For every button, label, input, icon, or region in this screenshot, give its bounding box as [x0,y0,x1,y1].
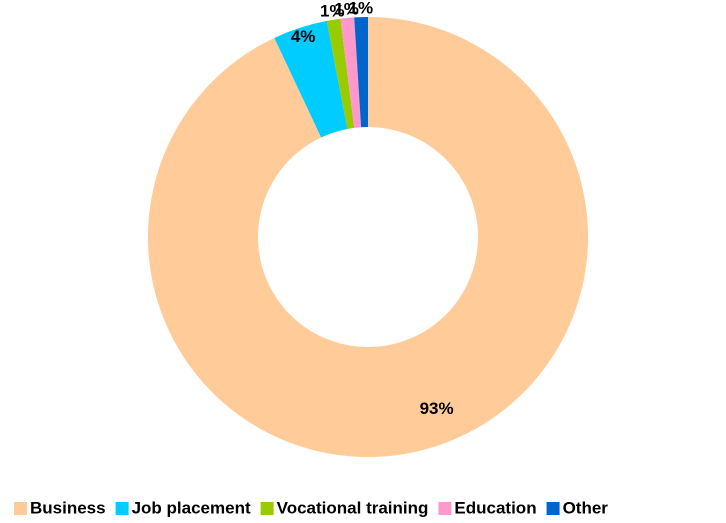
data-label: 1% [334,0,359,18]
legend-label: Education [454,498,536,517]
data-label: 4% [291,27,316,46]
legend-swatch [260,502,274,515]
legend-swatch [14,502,27,515]
data-label: 1% [349,0,374,18]
legend-label: Job placement [132,498,251,517]
legend-label: Business [30,498,106,517]
donut-slice [274,20,348,138]
legend-swatch [115,502,129,515]
legend-swatch [546,502,560,515]
donut-slice [326,18,355,129]
donut-slice [340,17,362,128]
data-label: 1% [320,1,345,20]
legend-label: Vocational training [277,498,429,517]
donut-slice [147,17,588,457]
donut-slice [354,17,368,128]
data-label: 93% [420,399,454,418]
legend-swatch [438,502,452,515]
legend-label: Other [563,498,609,517]
legend: Business Job placement Vocational training… [14,498,608,517]
